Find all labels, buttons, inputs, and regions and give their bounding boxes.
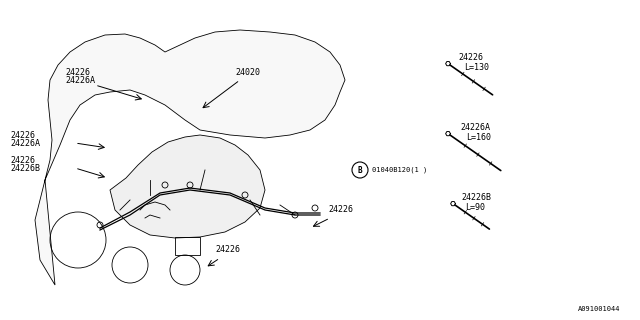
Text: 24226: 24226 [458, 52, 483, 61]
Text: 24226: 24226 [10, 131, 35, 140]
Text: A091001044: A091001044 [577, 306, 620, 312]
Text: L=160: L=160 [466, 132, 491, 141]
PathPatch shape [35, 30, 345, 285]
Text: 24226A: 24226A [10, 139, 40, 148]
Text: 24226: 24226 [215, 245, 240, 254]
Text: 24226B: 24226B [461, 193, 491, 202]
Text: 24226: 24226 [10, 156, 35, 164]
Text: 24226B: 24226B [10, 164, 40, 172]
Text: 24226A: 24226A [460, 123, 490, 132]
Text: B: B [358, 165, 362, 174]
Text: 24226: 24226 [328, 205, 353, 214]
Text: 01040B120(1 ): 01040B120(1 ) [372, 167, 428, 173]
Text: 24226: 24226 [65, 68, 90, 76]
Text: 24226A: 24226A [65, 76, 95, 84]
PathPatch shape [110, 135, 265, 238]
Bar [175, 237, 200, 255]
Text: 24020: 24020 [235, 68, 260, 76]
Text: L=130: L=130 [464, 62, 489, 71]
Text: L=90: L=90 [465, 203, 485, 212]
